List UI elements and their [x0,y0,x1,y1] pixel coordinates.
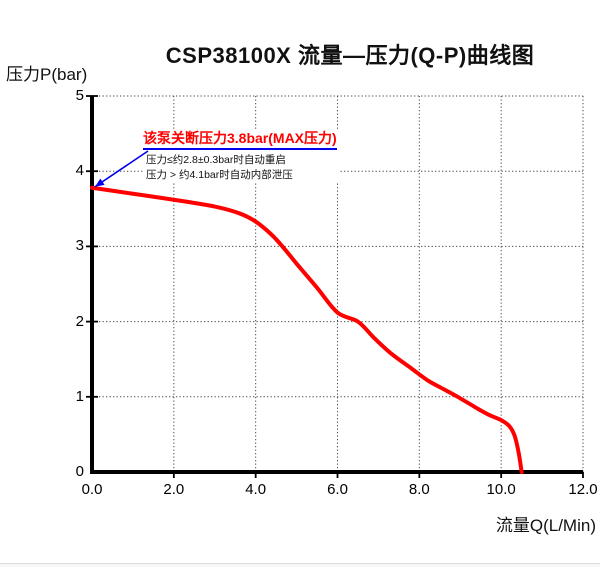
annotation-note-restart: 压力≤约2.8±0.3bar时自动重启 [146,154,286,166]
x-tick-label: 4.0 [245,481,267,498]
y-tick-label: 5 [75,87,84,104]
qp-curve [90,185,524,474]
y-axis-title: 压力P(bar) [6,65,88,84]
y-tick-label: 3 [75,237,84,255]
chart-title: CSP38100X 流量—压力(Q-P)曲线图 [165,43,535,68]
annotation-headline: 该泵关断压力3.8bar(MAX压力) [143,130,337,150]
x-tick-label: 0.0 [81,481,103,498]
y-tick-label: 2 [75,312,84,330]
y-tick-label: 4 [75,162,84,180]
x-tick-label: 10.0 [486,481,516,498]
annotation-note-relief: 压力 > 约4.1bar时自动内部泄压 [146,168,293,181]
y-tick-label: 0 [75,463,84,480]
page-divider [0,563,600,564]
annotation-block: 该泵关断压力3.8bar(MAX压力) 压力≤约2.8±0.3bar时自动重启 … [143,130,340,182]
x-tick-label: 6.0 [327,481,348,498]
y-tick-label: 1 [75,387,84,405]
x-tick-label: 8.0 [408,481,430,498]
x-tick-label: 2.0 [163,481,185,498]
page-below-strip [0,564,600,567]
x-axis-title: 流量Q(L/Min) [495,516,596,535]
x-tick-label: 12.0 [568,481,598,498]
